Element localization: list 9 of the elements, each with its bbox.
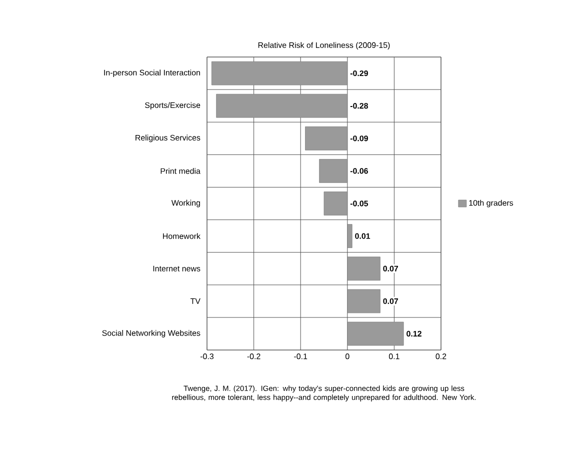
- bar: [324, 192, 348, 216]
- bar: [305, 126, 348, 150]
- bar: [347, 289, 380, 314]
- bar: [347, 256, 380, 281]
- bar: [319, 159, 348, 183]
- bar: [347, 322, 404, 346]
- bar: [347, 224, 352, 248]
- bar: [216, 94, 348, 118]
- bar: [211, 61, 348, 86]
